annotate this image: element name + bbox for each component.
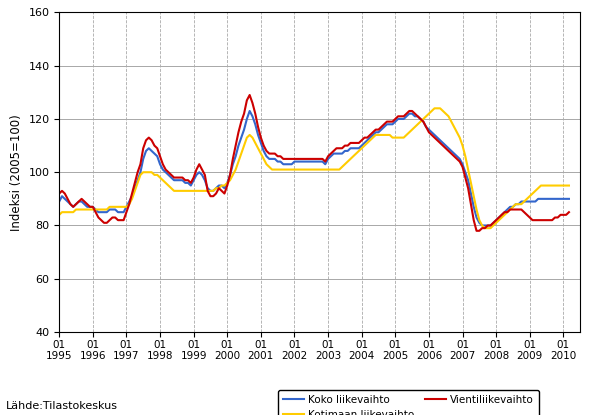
Kotimaan liikevaihto bbox=[123, 204, 130, 209]
Kotimaan liikevaihto bbox=[59, 210, 66, 215]
Line: Vientiliikevaihto: Vientiliikevaihto bbox=[59, 95, 569, 231]
Koko liikevaihto bbox=[565, 196, 572, 201]
Kotimaan liikevaihto bbox=[134, 181, 141, 186]
Kotimaan liikevaihto bbox=[431, 106, 438, 111]
Kotimaan liikevaihto bbox=[274, 167, 281, 172]
Vientiliikevaihto bbox=[316, 156, 323, 161]
Vientiliikevaihto bbox=[277, 154, 284, 159]
Koko liikevaihto bbox=[134, 178, 141, 183]
Koko liikevaihto bbox=[478, 223, 485, 228]
Vientiliikevaihto bbox=[565, 210, 572, 215]
Line: Kotimaan liikevaihto: Kotimaan liikevaihto bbox=[59, 108, 569, 228]
Vientiliikevaihto bbox=[56, 191, 63, 196]
Kotimaan liikevaihto bbox=[56, 212, 63, 217]
Koko liikevaihto bbox=[246, 108, 253, 113]
Vientiliikevaihto bbox=[59, 188, 66, 193]
Koko liikevaihto bbox=[316, 159, 323, 164]
Kotimaan liikevaihto bbox=[313, 167, 320, 172]
Koko liikevaihto bbox=[215, 183, 223, 188]
Text: Lähde:Tilastokeskus: Lähde:Tilastokeskus bbox=[6, 401, 118, 411]
Koko liikevaihto bbox=[277, 159, 284, 164]
Vientiliikevaihto bbox=[473, 228, 480, 233]
Vientiliikevaihto bbox=[246, 93, 253, 98]
Kotimaan liikevaihto bbox=[215, 186, 223, 190]
Line: Koko liikevaihto: Koko liikevaihto bbox=[59, 111, 569, 225]
Y-axis label: Indeksi (2005=100): Indeksi (2005=100) bbox=[10, 114, 23, 231]
Kotimaan liikevaihto bbox=[565, 183, 572, 188]
Vientiliikevaihto bbox=[123, 210, 130, 215]
Vientiliikevaihto bbox=[134, 170, 141, 175]
Legend: Koko liikevaihto, Kotimaan liikevaihto, Vientiliikevaihto: Koko liikevaihto, Kotimaan liikevaihto, … bbox=[278, 390, 539, 415]
Koko liikevaihto bbox=[56, 199, 63, 204]
Vientiliikevaihto bbox=[215, 186, 223, 190]
Kotimaan liikevaihto bbox=[481, 226, 488, 231]
Koko liikevaihto bbox=[123, 204, 130, 209]
Koko liikevaihto bbox=[59, 194, 66, 199]
